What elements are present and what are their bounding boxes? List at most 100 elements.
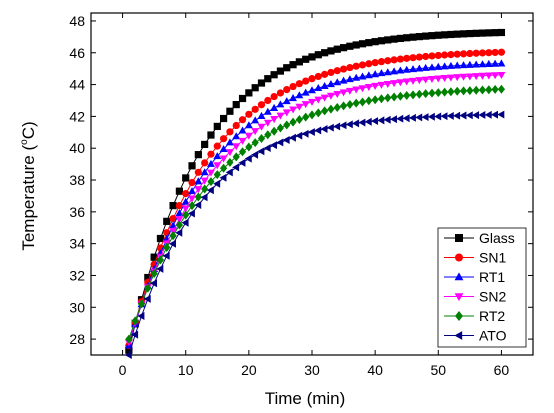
data-point <box>289 106 298 114</box>
data-point <box>466 86 474 96</box>
data-point <box>472 49 480 57</box>
data-point <box>465 111 473 120</box>
data-point <box>333 102 341 112</box>
data-point <box>263 107 272 115</box>
data-point <box>434 88 442 98</box>
data-point <box>245 110 253 118</box>
data-point <box>326 80 335 88</box>
data-point <box>162 251 170 260</box>
data-point <box>327 47 335 55</box>
data-point <box>390 35 398 43</box>
data-point <box>226 157 234 167</box>
data-point <box>472 85 480 95</box>
data-point <box>308 86 316 94</box>
data-point <box>453 61 462 69</box>
x-axis: 0 10 20 30 40 50 60 <box>119 13 509 378</box>
data-point <box>371 95 379 105</box>
data-point <box>213 179 221 188</box>
data-point <box>365 39 373 47</box>
data-point <box>459 111 467 120</box>
data-point <box>422 52 430 61</box>
data-point <box>453 86 461 96</box>
series-sn1 <box>125 48 506 350</box>
data-point <box>308 75 316 83</box>
data-point <box>156 234 165 243</box>
data-point <box>333 67 341 75</box>
data-point <box>377 58 386 66</box>
data-point <box>276 100 285 108</box>
data-point <box>478 49 487 57</box>
legend-label: RT1 <box>479 269 505 285</box>
data-point <box>497 48 506 56</box>
data-point <box>270 103 279 111</box>
data-point <box>396 66 405 74</box>
data-point <box>150 269 158 279</box>
y-axis-label: Temperature (oC) <box>19 121 38 250</box>
data-point <box>270 116 279 124</box>
data-point <box>301 129 309 138</box>
data-point <box>321 106 329 116</box>
data-point <box>219 173 227 182</box>
data-point <box>207 159 215 167</box>
data-point <box>213 162 222 170</box>
data-point <box>226 107 234 115</box>
data-point <box>276 138 284 147</box>
data-point <box>352 98 360 108</box>
data-point <box>396 114 404 123</box>
data-point <box>314 108 322 118</box>
data-point <box>257 147 265 156</box>
data-point <box>124 351 132 359</box>
y-tick-label: 28 <box>69 331 85 347</box>
data-point <box>156 255 165 265</box>
y-tick-label: 36 <box>69 204 85 220</box>
data-point <box>264 75 272 83</box>
data-point <box>308 110 316 120</box>
x-tick-label: 0 <box>119 362 127 378</box>
y-tick-label: 46 <box>69 45 85 61</box>
data-point <box>238 147 247 157</box>
data-point <box>434 31 442 39</box>
data-point <box>478 85 487 95</box>
data-point <box>491 72 500 80</box>
data-point <box>384 93 392 103</box>
y-tick-label: 38 <box>69 172 85 188</box>
data-point <box>352 62 360 70</box>
data-point <box>377 116 385 125</box>
data-point <box>194 168 202 176</box>
data-point <box>472 73 481 81</box>
data-point <box>333 90 342 99</box>
data-point <box>453 50 461 58</box>
data-point <box>175 209 184 217</box>
data-point <box>283 120 291 130</box>
data-point <box>238 137 247 145</box>
data-point <box>365 96 373 106</box>
data-point <box>440 75 449 83</box>
data-point <box>491 84 499 94</box>
y-tick-label: 30 <box>69 299 85 315</box>
legend-marker <box>455 234 463 242</box>
data-point <box>188 178 196 187</box>
data-point <box>175 216 184 224</box>
data-point <box>201 159 209 167</box>
data-point <box>263 144 271 153</box>
data-point <box>403 34 411 42</box>
data-point <box>447 50 455 59</box>
data-point <box>484 110 492 119</box>
data-point <box>453 111 461 120</box>
data-point <box>434 62 443 70</box>
data-point <box>220 163 228 173</box>
data-point <box>207 150 215 158</box>
data-point <box>207 169 215 177</box>
data-point <box>213 152 222 160</box>
data-point <box>264 130 272 140</box>
data-point <box>251 150 259 159</box>
data-point <box>358 85 367 93</box>
data-point <box>441 31 449 39</box>
legend-label: SN2 <box>479 289 506 305</box>
data-point <box>276 67 285 75</box>
data-point <box>295 80 303 88</box>
data-point <box>497 72 506 80</box>
data-point <box>466 29 474 38</box>
series-glass <box>125 28 506 354</box>
